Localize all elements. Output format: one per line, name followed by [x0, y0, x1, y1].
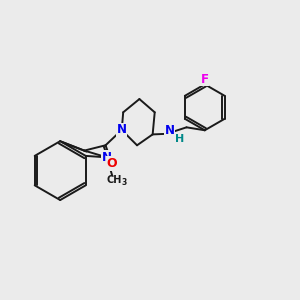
Text: CH: CH: [107, 175, 122, 185]
Text: N: N: [102, 151, 112, 164]
Text: O: O: [107, 157, 117, 170]
Text: N: N: [117, 124, 127, 136]
Text: F: F: [201, 73, 209, 85]
Text: 3: 3: [122, 178, 127, 187]
Text: H: H: [175, 134, 184, 143]
Text: N: N: [165, 124, 175, 137]
